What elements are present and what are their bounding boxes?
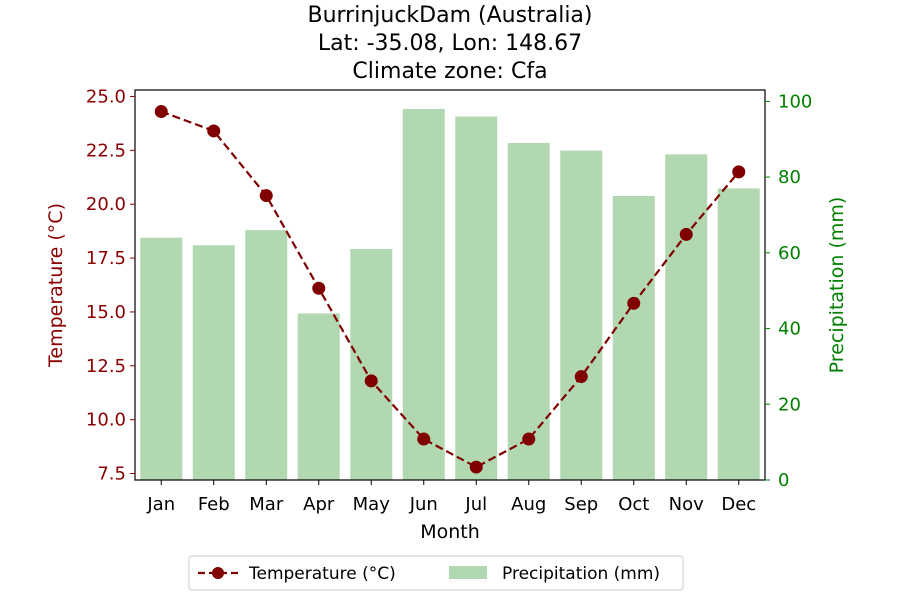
precipitation-bar [612, 196, 655, 481]
temperature-point [469, 460, 483, 474]
temperature-line [160, 110, 740, 469]
precipitation-bar [507, 143, 550, 480]
x-axis-ticks: Jan Feb Mar Apr May Jun Jul Aug Sep Oct Nov Dec [146, 480, 756, 515]
x-tick-label: Oct [618, 494, 649, 515]
x-tick-label: Jul [464, 494, 487, 515]
y-left-tick-label: 22.5 [86, 140, 126, 161]
y-axis-right-ticks: 0 20 40 60 80 100 [765, 91, 812, 491]
x-tick-label: Apr [303, 494, 335, 515]
precipitation-bar [402, 108, 445, 480]
y-right-tick-label: 20 [778, 394, 801, 415]
y-left-tick-label: 25.0 [86, 86, 126, 107]
x-tick-label: Aug [511, 494, 546, 515]
legend-precipitation-label: Precipitation (mm) [502, 564, 660, 584]
temperature-point [679, 227, 693, 241]
temperature-point [364, 374, 378, 388]
temperature-point [207, 124, 221, 138]
y-left-tick-label: 12.5 [86, 356, 126, 377]
y-left-tick-label: 20.0 [86, 194, 126, 215]
legend-temperature-marker-icon [212, 567, 224, 579]
precipitation-bar [717, 188, 760, 481]
precipitation-bar [192, 245, 235, 480]
chart-legend: Temperature (°C) Precipitation (mm) [188, 555, 684, 591]
y-right-tick-label: 80 [778, 167, 801, 188]
x-axis-label: Month [420, 521, 480, 543]
temperature-point [154, 105, 168, 119]
x-tick-label: Feb [198, 494, 230, 515]
temperature-point [574, 370, 588, 384]
x-tick-label: Jun [409, 494, 438, 515]
y-right-tick-label: 100 [778, 91, 812, 112]
precipitation-bar [245, 230, 288, 480]
y-right-tick-label: 0 [778, 470, 789, 491]
precipitation-bar [455, 116, 498, 480]
y-axis-left-ticks: 7.5 10.0 12.5 15.0 17.5 20.0 22.5 25.0 [86, 86, 135, 485]
precipitation-bar [560, 150, 603, 480]
x-tick-label: Sep [564, 494, 598, 515]
title-line-location: BurrinjuckDam (Australia) [307, 3, 592, 28]
temperature-line-series [154, 105, 746, 474]
y-axis-right-label: Precipitation (mm) [826, 197, 848, 374]
precipitation-bar [350, 249, 393, 480]
precipitation-bar [297, 313, 340, 480]
x-tick-label: Mar [249, 494, 284, 515]
legend-temperature-label: Temperature (°C) [248, 564, 396, 584]
plot-area-frame [134, 89, 766, 481]
x-tick-label: Dec [721, 494, 756, 515]
chart-title: BurrinjuckDam (Australia) Lat: -35.08, L… [307, 3, 592, 84]
temperature-point [732, 165, 746, 179]
y-left-tick-label: 10.0 [86, 410, 126, 431]
y-left-tick-label: 15.0 [86, 302, 126, 323]
title-line-climate-zone: Climate zone: Cfa [352, 59, 547, 84]
x-tick-label: Jan [146, 494, 175, 515]
precipitation-bar [140, 237, 183, 480]
legend-precipitation-swatch-icon [449, 566, 487, 579]
x-tick-label: Nov [669, 494, 704, 515]
temperature-point [417, 432, 431, 446]
precipitation-bar [665, 154, 708, 480]
y-left-tick-label: 7.5 [97, 464, 126, 485]
temperature-point [312, 281, 326, 295]
y-right-tick-label: 40 [778, 319, 801, 340]
precipitation-bars [140, 108, 760, 481]
y-left-tick-label: 17.5 [86, 248, 126, 269]
x-tick-label: May [353, 494, 391, 515]
legend-frame [188, 555, 684, 591]
title-line-coordinates: Lat: -35.08, Lon: 148.67 [318, 31, 582, 56]
y-axis-left-label: Temperature (°C) [45, 203, 67, 368]
y-right-tick-label: 60 [778, 243, 801, 264]
temperature-point [627, 296, 641, 310]
temperature-point [259, 189, 273, 203]
temperature-point [522, 432, 536, 446]
